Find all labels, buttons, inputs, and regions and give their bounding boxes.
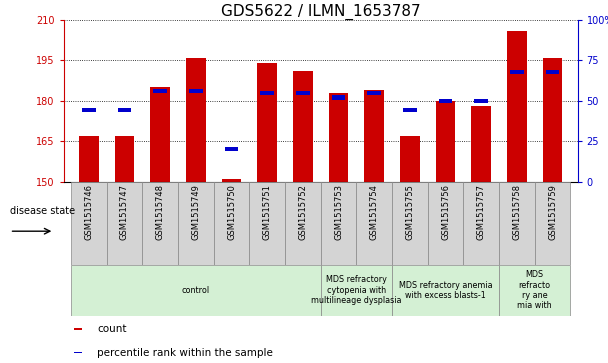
Text: GSM1515750: GSM1515750 [227,184,236,240]
FancyBboxPatch shape [285,182,321,265]
FancyBboxPatch shape [106,182,142,265]
Bar [74,329,82,330]
FancyBboxPatch shape [213,182,249,265]
Text: GSM1515746: GSM1515746 [85,184,93,240]
FancyBboxPatch shape [499,265,570,316]
Bar [546,70,559,74]
Bar [74,352,82,353]
Text: GSM1515752: GSM1515752 [299,184,308,240]
Text: disease state: disease state [10,206,75,216]
Title: GDS5622 / ILMN_1653787: GDS5622 / ILMN_1653787 [221,4,421,20]
Bar [293,71,313,182]
Bar [439,99,452,103]
Bar [82,109,95,113]
FancyBboxPatch shape [535,182,570,265]
Bar [367,91,381,95]
Text: GSM1515751: GSM1515751 [263,184,272,240]
Bar [403,109,416,113]
Text: GSM1515757: GSM1515757 [477,184,486,240]
Bar [260,91,274,95]
Bar [115,136,134,182]
FancyBboxPatch shape [249,182,285,265]
FancyBboxPatch shape [71,265,321,316]
FancyBboxPatch shape [321,182,356,265]
Bar [118,109,131,113]
FancyBboxPatch shape [356,182,392,265]
Text: MDS refractory anemia
with excess blasts-1: MDS refractory anemia with excess blasts… [399,281,492,300]
Bar [474,99,488,103]
Text: GSM1515749: GSM1515749 [192,184,201,240]
Text: GSM1515753: GSM1515753 [334,184,343,240]
Bar [150,87,170,182]
Bar [329,93,348,182]
Bar [225,147,238,151]
FancyBboxPatch shape [142,182,178,265]
Bar [364,90,384,182]
FancyBboxPatch shape [178,182,213,265]
Bar [222,179,241,182]
FancyBboxPatch shape [321,265,392,316]
Bar [257,63,277,182]
Bar [296,91,309,95]
Text: GSM1515754: GSM1515754 [370,184,379,240]
Text: GSM1515756: GSM1515756 [441,184,450,240]
Text: GSM1515759: GSM1515759 [548,184,557,240]
Bar [400,136,420,182]
Bar [186,58,206,182]
FancyBboxPatch shape [392,265,499,316]
FancyBboxPatch shape [428,182,463,265]
Text: MDS refractory
cytopenia with
multilineage dysplasia: MDS refractory cytopenia with multilinea… [311,276,402,305]
Bar [507,31,527,182]
Bar [436,101,455,182]
Bar [153,89,167,93]
Text: control: control [182,286,210,295]
Bar [471,106,491,182]
Text: GSM1515748: GSM1515748 [156,184,165,240]
Text: percentile rank within the sample: percentile rank within the sample [97,348,273,358]
Text: count: count [97,324,126,334]
Bar [543,58,562,182]
FancyBboxPatch shape [463,182,499,265]
Text: GSM1515755: GSM1515755 [406,184,415,240]
Text: MDS
refracto
ry ane
mia with: MDS refracto ry ane mia with [517,270,552,310]
Bar [79,136,98,182]
FancyBboxPatch shape [392,182,428,265]
FancyBboxPatch shape [499,182,535,265]
FancyBboxPatch shape [71,182,106,265]
Bar [189,89,202,93]
Bar [510,70,523,74]
Text: GSM1515747: GSM1515747 [120,184,129,240]
Text: GSM1515758: GSM1515758 [513,184,522,240]
Bar [332,95,345,99]
